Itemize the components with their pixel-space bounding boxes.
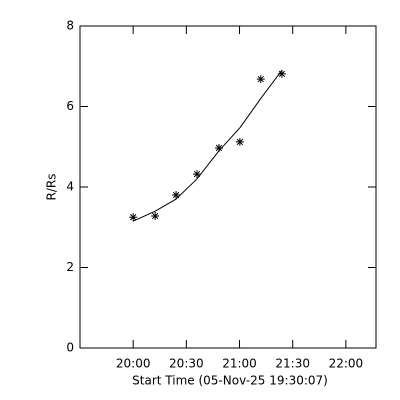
y-tick-label: 8 <box>66 19 74 33</box>
x-tick-label: 20:30 <box>169 357 204 371</box>
x-tick-label: 21:00 <box>222 357 257 371</box>
y-tick-label: 4 <box>66 180 74 194</box>
x-tick-label: 22:00 <box>329 357 364 371</box>
point <box>277 69 286 78</box>
x-tick-label: 21:30 <box>275 357 310 371</box>
point <box>172 191 181 200</box>
plot-frame <box>79 25 377 349</box>
point <box>256 75 265 84</box>
point <box>192 170 201 179</box>
x-axis-label: Start Time (05-Nov-25 19:30:07) <box>132 374 328 388</box>
y-axis-label: R/Rs <box>45 174 59 201</box>
point <box>214 143 223 152</box>
point <box>151 211 160 220</box>
y-tick-label: 0 <box>66 341 74 355</box>
fit-line <box>132 69 283 222</box>
y-tick-label: 6 <box>66 99 74 113</box>
y-tick-label: 2 <box>66 260 74 274</box>
x-tick-label: 20:00 <box>116 357 151 371</box>
point <box>129 213 138 222</box>
point <box>235 137 244 146</box>
